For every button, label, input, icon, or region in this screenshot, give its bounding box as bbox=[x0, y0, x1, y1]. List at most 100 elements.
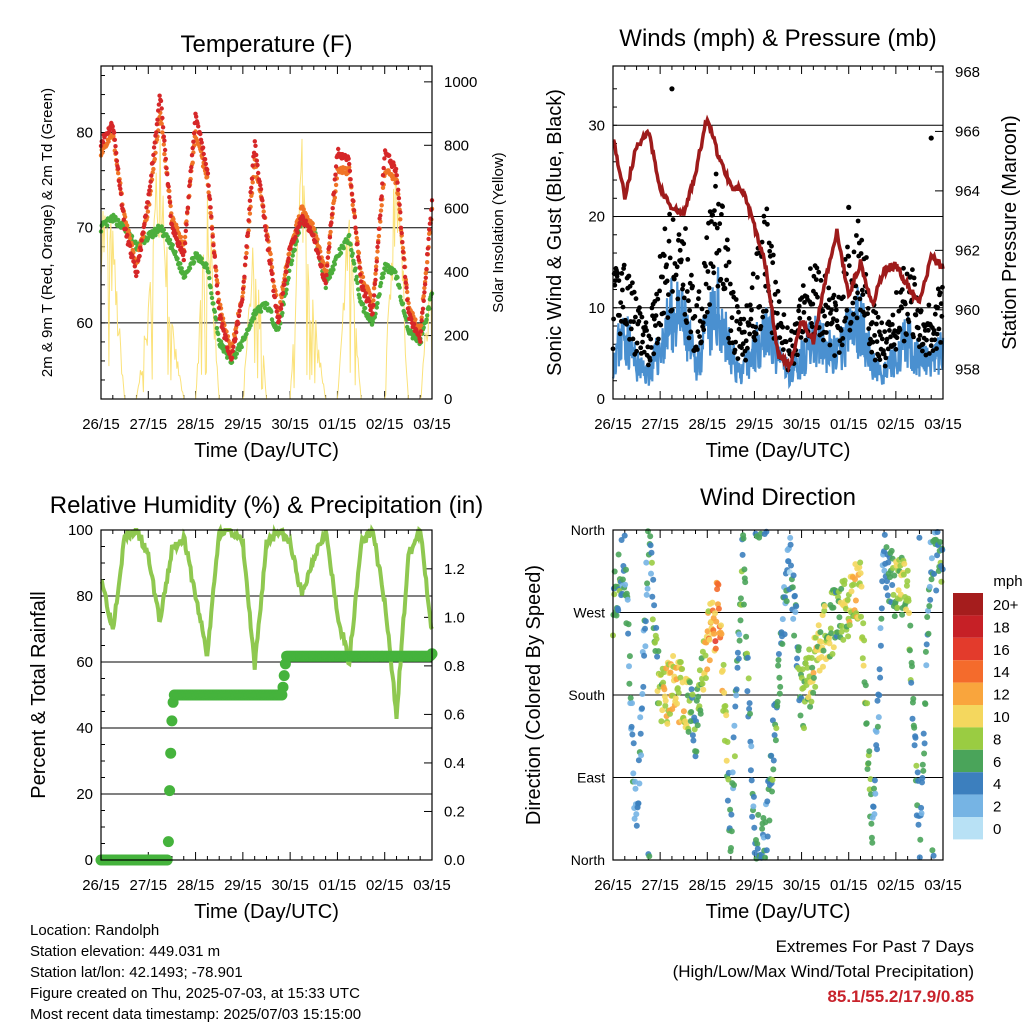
gust-point bbox=[735, 356, 741, 361]
data-point bbox=[269, 265, 275, 270]
data-point bbox=[380, 181, 385, 186]
direction-point bbox=[747, 710, 753, 717]
gust-point bbox=[690, 283, 695, 289]
gust-point bbox=[850, 300, 856, 306]
gust-point bbox=[870, 339, 876, 345]
gust-point bbox=[733, 339, 738, 345]
direction-point bbox=[857, 559, 864, 566]
plot-frame bbox=[612, 65, 944, 400]
direction-point bbox=[674, 700, 680, 707]
direction-point bbox=[923, 662, 930, 669]
data-point bbox=[166, 184, 171, 189]
data-point bbox=[236, 321, 241, 326]
data-point bbox=[215, 290, 220, 296]
data-point bbox=[211, 243, 216, 248]
data-point bbox=[348, 177, 353, 182]
data-point bbox=[154, 122, 160, 127]
colorbar-swatch bbox=[953, 637, 983, 661]
gust-point bbox=[913, 312, 919, 318]
direction-point bbox=[871, 785, 877, 792]
data-point bbox=[244, 250, 249, 256]
direction-point bbox=[615, 551, 622, 558]
direction-point bbox=[790, 615, 797, 622]
data-point bbox=[175, 225, 180, 231]
direction-point bbox=[619, 576, 626, 583]
data-point bbox=[276, 318, 282, 324]
gust-point bbox=[684, 320, 690, 325]
gust-point bbox=[707, 302, 712, 307]
direction-point bbox=[771, 732, 778, 739]
colorbar-label: 12 bbox=[993, 687, 1010, 704]
gust-point bbox=[794, 321, 800, 326]
series-2m-t bbox=[98, 93, 435, 362]
data-point bbox=[182, 249, 187, 254]
gust-point bbox=[699, 306, 705, 312]
gust-point bbox=[740, 352, 745, 357]
gust-point bbox=[671, 276, 677, 282]
direction-point bbox=[857, 570, 864, 577]
direction-point bbox=[906, 610, 912, 616]
gust-point bbox=[713, 171, 719, 177]
data-point bbox=[159, 106, 164, 111]
gust-point bbox=[848, 319, 854, 325]
direction-point bbox=[728, 845, 734, 851]
gust-point bbox=[934, 331, 940, 337]
direction-point bbox=[805, 694, 812, 701]
data-point bbox=[214, 283, 220, 288]
direction-point bbox=[918, 804, 925, 811]
direction-point bbox=[679, 666, 686, 672]
direction-point bbox=[723, 712, 730, 719]
gust-point bbox=[874, 321, 879, 327]
created-text: Figure created on Thu, 2025-07-03, at 15… bbox=[30, 985, 360, 1002]
gust-point bbox=[770, 260, 776, 266]
data-point bbox=[286, 256, 291, 261]
direction-point bbox=[795, 644, 802, 651]
data-point bbox=[404, 285, 409, 290]
direction-point bbox=[621, 532, 628, 539]
data-point bbox=[157, 93, 162, 98]
gust-point bbox=[821, 337, 826, 343]
data-point bbox=[397, 202, 402, 207]
direction-point bbox=[889, 582, 896, 588]
gust-point bbox=[713, 183, 718, 189]
direction-point bbox=[751, 824, 758, 831]
x-tick-label: 01/15 bbox=[319, 416, 357, 433]
gust-point bbox=[874, 339, 880, 344]
gust-point bbox=[761, 213, 767, 219]
data-point bbox=[378, 213, 383, 218]
gust-point bbox=[936, 326, 942, 332]
data-point bbox=[258, 309, 264, 314]
gust-point bbox=[658, 322, 664, 328]
data-point bbox=[263, 228, 268, 233]
direction-point bbox=[792, 609, 799, 615]
y2-tick-label: 968 bbox=[955, 64, 980, 81]
gust-point bbox=[702, 314, 708, 319]
direction-point bbox=[712, 610, 718, 617]
direction-point bbox=[779, 616, 786, 623]
data-point bbox=[177, 241, 182, 246]
data-point bbox=[252, 139, 257, 144]
direction-point bbox=[856, 564, 863, 571]
gust-point bbox=[846, 253, 852, 259]
data-point bbox=[372, 281, 377, 287]
gust-point bbox=[846, 204, 852, 211]
gust-point bbox=[715, 283, 721, 289]
direction-point bbox=[724, 797, 731, 804]
direction-point bbox=[667, 710, 673, 717]
direction-point bbox=[934, 552, 941, 559]
direction-point bbox=[858, 583, 865, 590]
data-point bbox=[311, 227, 317, 232]
direction-point bbox=[876, 692, 883, 699]
data-point bbox=[374, 259, 379, 264]
direction-point bbox=[706, 636, 713, 643]
gust-point bbox=[927, 351, 932, 356]
gust-point bbox=[758, 324, 764, 329]
direction-point bbox=[731, 782, 737, 788]
colorbar-label: 2 bbox=[993, 799, 1001, 816]
data-point bbox=[422, 290, 427, 295]
x-tick-label: 01/15 bbox=[830, 416, 868, 433]
data-point bbox=[169, 222, 175, 227]
data-point bbox=[398, 217, 403, 222]
data-point bbox=[187, 266, 193, 271]
data-point bbox=[370, 311, 375, 316]
